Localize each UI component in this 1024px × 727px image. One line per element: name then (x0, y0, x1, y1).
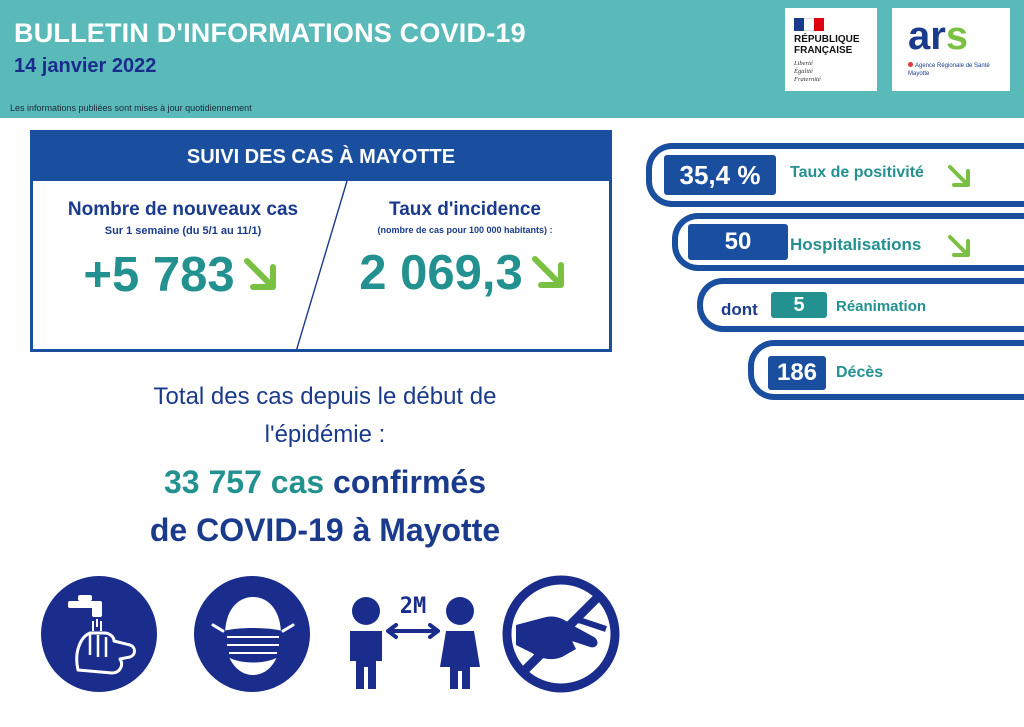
hospitalisations-stat: 50 Hospitalisations (672, 213, 1024, 271)
ars-subtitle-text: Agence Régionale de Santé (915, 63, 990, 69)
deaths-value: 186 (768, 356, 826, 390)
ars-wordmark: ars (908, 14, 968, 59)
incidence-unit: (nombre de cas pour 100 000 habitants) : (377, 225, 553, 235)
republique-motto: Liberté Égalité Fraternité (794, 60, 821, 84)
new-cases-block: Nombre de nouveaux cas Sur 1 semaine (du… (49, 199, 317, 303)
no-handshake-icon (502, 575, 620, 693)
republique-line1: RÉPUBLIQUE (794, 34, 860, 45)
header-banner: BULLETIN D'INFORMATIONS COVID-19 14 janv… (0, 0, 1024, 118)
arrow-down-right-icon (531, 256, 564, 288)
motto-fraternite: Fraternité (794, 76, 821, 83)
reanimation-stat: dont 5 Réanimation (697, 278, 1024, 332)
bulletin-title: BULLETIN D'INFORMATIONS COVID-19 (14, 18, 526, 48)
new-cases-value-row: +5 783 (83, 247, 282, 303)
republique-line2: FRANÇAISE (794, 45, 853, 56)
bulletin-date: 14 janvier 2022 (14, 55, 157, 77)
prevention-icons: 2M (0, 575, 1024, 705)
republique-name: RÉPUBLIQUE FRANÇAISE (794, 34, 860, 56)
reanimation-label: Réanimation (836, 298, 927, 315)
deaths-stat: 186 Décès (748, 340, 1024, 400)
total-line2: l'épidémie : (264, 421, 386, 448)
new-cases-period: Sur 1 semaine (du 5/1 au 11/1) (104, 225, 262, 237)
hand-washing-icon (41, 576, 157, 692)
face-mask-icon (194, 576, 310, 692)
incidence-value: 2 069,3 (359, 246, 523, 300)
deaths-label: Décès (836, 364, 884, 381)
arrow-down-right-icon (948, 165, 970, 187)
positivity-value: 35,4 % (664, 155, 776, 195)
ars-dot-icon (908, 62, 913, 67)
ars-subtitle: Agence Régionale de Santé (908, 62, 990, 69)
hospitalisations-value: 50 (688, 224, 788, 260)
ars-region: Mayotte (908, 71, 930, 77)
motto-liberte: Liberté (794, 60, 813, 67)
ars-logo: ars Agence Régionale de Santé Mayotte (892, 8, 1010, 91)
panel-divider (296, 180, 348, 349)
total-cases-count: 33 757 cas (164, 464, 325, 500)
incidence-block: Taux d'incidence (nombre de cas pour 100… (337, 199, 593, 301)
update-note: Les informations publiées sont mises à j… (10, 103, 252, 113)
social-distancing-icon: 2M (350, 594, 480, 689)
positivity-label: Taux de positivité (790, 164, 924, 181)
confirmed-line1: 33 757 cas confirmés (100, 458, 550, 506)
incidence-value-row: 2 069,3 (359, 245, 571, 301)
incidence-heading: Taux d'incidence (389, 199, 541, 220)
ars-wordmark-s: s (945, 14, 969, 58)
panel-title: SUIVI DES CAS À MAYOTTE (33, 133, 609, 181)
hospitalisations-label: Hospitalisations (790, 235, 922, 254)
distance-label: 2M (400, 594, 427, 619)
total-cases-intro: Total des cas depuis le début de l'épidé… (120, 378, 530, 454)
reanimation-prefix: dont (721, 300, 758, 319)
positivity-stat: 35,4 % Taux de positivité (646, 143, 1024, 207)
arrow-down-right-icon (948, 235, 970, 257)
cases-panel: SUIVI DES CAS À MAYOTTE Nombre de nouvea… (30, 130, 612, 352)
french-flag-icon (794, 18, 824, 31)
motto-egalite: Égalité (794, 68, 813, 75)
reanimation-value: 5 (771, 292, 827, 318)
republique-francaise-logo: RÉPUBLIQUE FRANÇAISE Liberté Égalité Fra… (785, 8, 877, 91)
new-cases-heading: Nombre de nouveaux cas (67, 199, 299, 220)
total-line1: Total des cas depuis le début de (153, 383, 497, 410)
arrow-down-right-icon (243, 258, 276, 290)
confirmed-word: confirmés (324, 464, 486, 500)
confirmed-line2: de COVID-19 à Mayotte (149, 512, 501, 548)
new-cases-value: +5 783 (83, 248, 235, 302)
ars-wordmark-ar: ar (908, 14, 946, 58)
total-confirmed: 33 757 cas confirmés de COVID-19 à Mayot… (100, 458, 550, 554)
